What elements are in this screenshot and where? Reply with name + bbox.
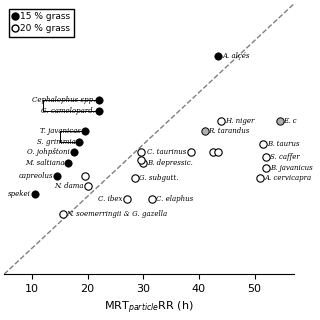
Point bbox=[219, 118, 224, 124]
Point bbox=[202, 129, 207, 134]
Point bbox=[60, 212, 65, 217]
Point bbox=[54, 173, 60, 178]
Point bbox=[138, 157, 143, 163]
Point bbox=[149, 196, 154, 201]
Point bbox=[141, 160, 146, 165]
Text: H. niger: H. niger bbox=[225, 117, 254, 125]
Point bbox=[77, 139, 82, 144]
Text: G. subgutt.: G. subgutt. bbox=[139, 174, 178, 182]
Point bbox=[258, 176, 263, 181]
Point bbox=[263, 165, 268, 170]
Point bbox=[66, 160, 71, 165]
Text: Cephalophus spp.: Cephalophus spp. bbox=[31, 96, 95, 104]
Legend: 15 % grass, 20 % grass: 15 % grass, 20 % grass bbox=[9, 9, 74, 36]
Text: O. johpštoni: O. johpštoni bbox=[27, 148, 70, 156]
Point bbox=[82, 129, 87, 134]
Text: N. dama: N. dama bbox=[54, 182, 84, 190]
Text: B. taurus: B. taurus bbox=[267, 140, 300, 148]
Point bbox=[96, 98, 101, 103]
Text: A. alçés: A. alçés bbox=[222, 52, 250, 60]
Text: C. ibex: C. ibex bbox=[98, 195, 123, 203]
Text: S. grimmia: S. grimmia bbox=[37, 138, 76, 146]
X-axis label: MRT$_{particle}$RR (h): MRT$_{particle}$RR (h) bbox=[104, 300, 194, 316]
Point bbox=[210, 149, 215, 155]
Point bbox=[96, 108, 101, 113]
Point bbox=[277, 118, 282, 124]
Point bbox=[263, 155, 268, 160]
Point bbox=[82, 173, 87, 178]
Text: B. depressic.: B. depressic. bbox=[147, 158, 193, 166]
Text: C. taurinus: C. taurinus bbox=[147, 148, 187, 156]
Text: S. caffer: S. caffer bbox=[270, 153, 300, 161]
Point bbox=[216, 53, 221, 59]
Point bbox=[138, 149, 143, 155]
Text: T. javanicas: T. javanicas bbox=[40, 127, 81, 135]
Text: B. javanicus: B. javanicus bbox=[270, 164, 312, 172]
Point bbox=[32, 191, 37, 196]
Text: N. soemerringii & G. gazella: N. soemerringii & G. gazella bbox=[67, 211, 168, 219]
Text: R. tarandus: R. tarandus bbox=[208, 127, 250, 135]
Point bbox=[85, 183, 90, 188]
Text: E. c: E. c bbox=[284, 117, 297, 125]
Text: capreolus: capreolus bbox=[19, 172, 53, 180]
Point bbox=[216, 149, 221, 155]
Text: G. camelopard.: G. camelopard. bbox=[41, 107, 95, 115]
Text: M. saltiana: M. saltiana bbox=[25, 158, 64, 166]
Point bbox=[188, 149, 193, 155]
Point bbox=[132, 176, 138, 181]
Point bbox=[71, 149, 76, 155]
Text: C. elaphus: C. elaphus bbox=[156, 195, 193, 203]
Point bbox=[260, 142, 266, 147]
Text: spekei: spekei bbox=[8, 190, 31, 198]
Point bbox=[124, 196, 129, 201]
Text: A. cervicapra: A. cervicapra bbox=[264, 174, 311, 182]
